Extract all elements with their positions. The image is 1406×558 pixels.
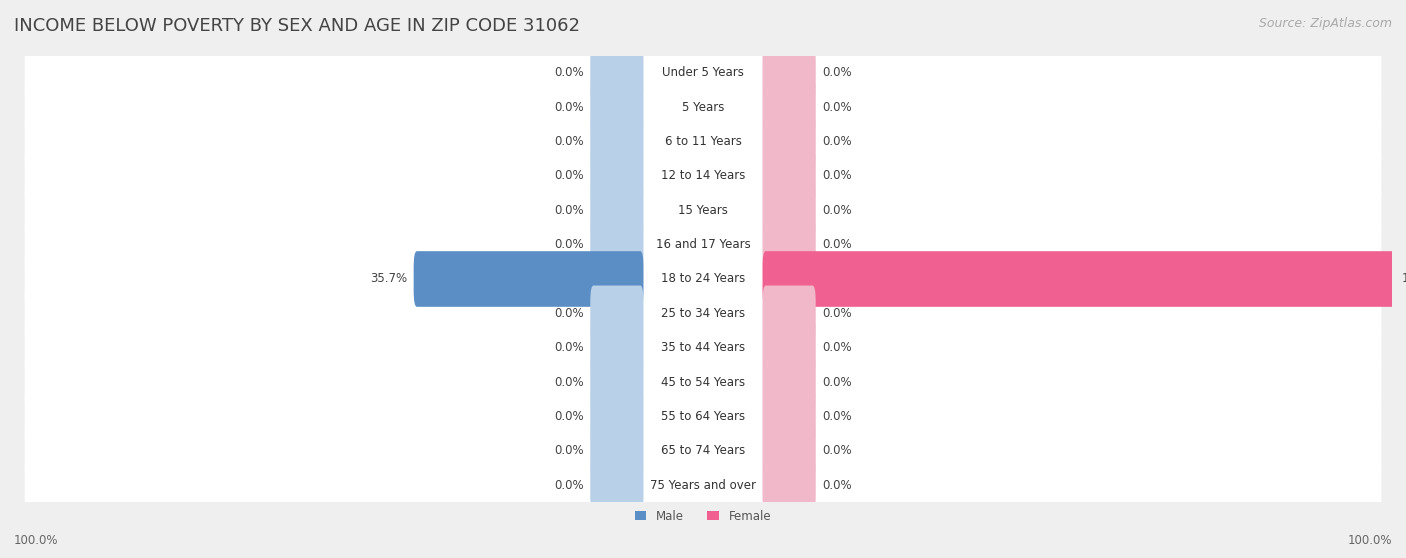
Text: 0.0%: 0.0%	[823, 341, 852, 354]
FancyBboxPatch shape	[762, 217, 815, 272]
Text: 5 Years: 5 Years	[682, 101, 724, 114]
FancyBboxPatch shape	[762, 79, 815, 135]
Text: 0.0%: 0.0%	[554, 444, 583, 457]
Text: 0.0%: 0.0%	[554, 341, 583, 354]
Text: 55 to 64 Years: 55 to 64 Years	[661, 410, 745, 423]
Text: Under 5 Years: Under 5 Years	[662, 66, 744, 79]
Legend: Male, Female: Male, Female	[634, 510, 772, 523]
FancyBboxPatch shape	[25, 46, 1381, 100]
FancyBboxPatch shape	[591, 354, 644, 410]
Text: 0.0%: 0.0%	[823, 307, 852, 320]
Text: 0.0%: 0.0%	[554, 101, 583, 114]
Text: 0.0%: 0.0%	[554, 410, 583, 423]
FancyBboxPatch shape	[762, 388, 815, 444]
FancyBboxPatch shape	[25, 114, 1381, 169]
FancyBboxPatch shape	[25, 252, 1381, 306]
FancyBboxPatch shape	[762, 457, 815, 513]
Text: 0.0%: 0.0%	[823, 238, 852, 251]
FancyBboxPatch shape	[25, 80, 1381, 134]
FancyBboxPatch shape	[25, 320, 1381, 375]
Text: 0.0%: 0.0%	[823, 410, 852, 423]
Text: 0.0%: 0.0%	[554, 479, 583, 492]
FancyBboxPatch shape	[762, 354, 815, 410]
Text: 65 to 74 Years: 65 to 74 Years	[661, 444, 745, 457]
Text: 35 to 44 Years: 35 to 44 Years	[661, 341, 745, 354]
FancyBboxPatch shape	[762, 182, 815, 238]
Text: 100.0%: 100.0%	[1402, 272, 1406, 286]
Text: 35.7%: 35.7%	[370, 272, 408, 286]
FancyBboxPatch shape	[762, 423, 815, 479]
FancyBboxPatch shape	[25, 355, 1381, 409]
FancyBboxPatch shape	[25, 458, 1381, 512]
Text: 100.0%: 100.0%	[14, 534, 59, 547]
FancyBboxPatch shape	[25, 218, 1381, 272]
FancyBboxPatch shape	[762, 45, 815, 101]
FancyBboxPatch shape	[25, 149, 1381, 203]
FancyBboxPatch shape	[25, 286, 1381, 340]
Text: 12 to 14 Years: 12 to 14 Years	[661, 170, 745, 182]
FancyBboxPatch shape	[762, 251, 1395, 307]
Text: 100.0%: 100.0%	[1347, 534, 1392, 547]
FancyBboxPatch shape	[591, 217, 644, 272]
Text: 0.0%: 0.0%	[554, 307, 583, 320]
FancyBboxPatch shape	[25, 424, 1381, 478]
FancyBboxPatch shape	[591, 79, 644, 135]
Text: 0.0%: 0.0%	[823, 376, 852, 388]
Text: Source: ZipAtlas.com: Source: ZipAtlas.com	[1258, 17, 1392, 30]
FancyBboxPatch shape	[25, 389, 1381, 444]
Text: 0.0%: 0.0%	[554, 376, 583, 388]
Text: 0.0%: 0.0%	[823, 479, 852, 492]
FancyBboxPatch shape	[591, 320, 644, 376]
Text: 15 Years: 15 Years	[678, 204, 728, 217]
Text: 0.0%: 0.0%	[823, 66, 852, 79]
FancyBboxPatch shape	[591, 114, 644, 170]
Text: 25 to 34 Years: 25 to 34 Years	[661, 307, 745, 320]
Text: 0.0%: 0.0%	[823, 204, 852, 217]
Text: 0.0%: 0.0%	[823, 135, 852, 148]
Text: 6 to 11 Years: 6 to 11 Years	[665, 135, 741, 148]
Text: 16 and 17 Years: 16 and 17 Years	[655, 238, 751, 251]
Text: 0.0%: 0.0%	[554, 204, 583, 217]
Text: 0.0%: 0.0%	[823, 170, 852, 182]
FancyBboxPatch shape	[413, 251, 644, 307]
FancyBboxPatch shape	[25, 183, 1381, 238]
Text: 45 to 54 Years: 45 to 54 Years	[661, 376, 745, 388]
Text: INCOME BELOW POVERTY BY SEX AND AGE IN ZIP CODE 31062: INCOME BELOW POVERTY BY SEX AND AGE IN Z…	[14, 17, 581, 35]
Text: 75 Years and over: 75 Years and over	[650, 479, 756, 492]
Text: 0.0%: 0.0%	[554, 170, 583, 182]
FancyBboxPatch shape	[762, 148, 815, 204]
FancyBboxPatch shape	[591, 148, 644, 204]
FancyBboxPatch shape	[591, 45, 644, 101]
FancyBboxPatch shape	[591, 423, 644, 479]
FancyBboxPatch shape	[591, 388, 644, 444]
Text: 0.0%: 0.0%	[554, 135, 583, 148]
FancyBboxPatch shape	[591, 286, 644, 341]
Text: 0.0%: 0.0%	[554, 66, 583, 79]
FancyBboxPatch shape	[591, 457, 644, 513]
Text: 0.0%: 0.0%	[554, 238, 583, 251]
FancyBboxPatch shape	[762, 320, 815, 376]
Text: 0.0%: 0.0%	[823, 101, 852, 114]
FancyBboxPatch shape	[762, 114, 815, 170]
FancyBboxPatch shape	[591, 182, 644, 238]
Text: 0.0%: 0.0%	[823, 444, 852, 457]
Text: 18 to 24 Years: 18 to 24 Years	[661, 272, 745, 286]
FancyBboxPatch shape	[762, 286, 815, 341]
